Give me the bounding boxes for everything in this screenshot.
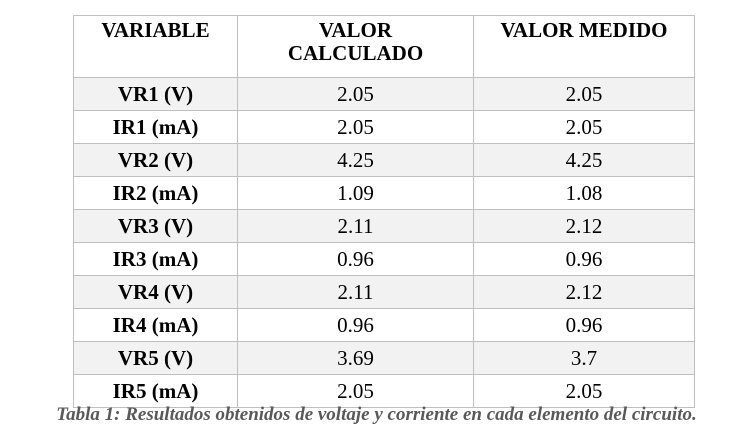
cell-measured-value: 4.25 (473, 143, 695, 177)
cell-measured-value: 1.08 (473, 176, 695, 210)
cell-calculated-value: 0.96 (237, 308, 474, 342)
cell-calculated-value: 2.05 (237, 110, 474, 144)
table-row: VR5 (V) 3.69 3.7 (73, 341, 695, 375)
cell-variable: IR4 (mA) (73, 308, 238, 342)
cell-calculated-value: 4.25 (237, 143, 474, 177)
cell-calculated-value: 2.05 (237, 77, 474, 111)
cell-calculated-value: 0.96 (237, 242, 474, 276)
cell-variable: IR5 (mA) (73, 374, 238, 408)
cell-measured-value: 2.05 (473, 110, 695, 144)
table-row: VR1 (V) 2.05 2.05 (73, 77, 695, 111)
table-row: IR2 (mA) 1.09 1.08 (73, 176, 695, 210)
cell-measured-value: 2.12 (473, 275, 695, 309)
header-calculated-value: VALOR CALCULADO (237, 15, 474, 78)
table-header-row: VARIABLE VALOR CALCULADO VALOR MEDIDO (73, 15, 695, 78)
cell-calculated-value: 2.11 (237, 275, 474, 309)
cell-measured-value: 0.96 (473, 242, 695, 276)
results-table: VARIABLE VALOR CALCULADO VALOR MEDIDO VR… (73, 15, 695, 408)
table-row: IR5 (mA) 2.05 2.05 (73, 374, 695, 408)
cell-variable: VR5 (V) (73, 341, 238, 375)
header-calculated-line1: VALOR (318, 18, 393, 42)
cell-calculated-value: 2.11 (237, 209, 474, 243)
cell-measured-value: 2.05 (473, 374, 695, 408)
table-row: IR3 (mA) 0.96 0.96 (73, 242, 695, 276)
cell-measured-value: 2.12 (473, 209, 695, 243)
header-measured-value: VALOR MEDIDO (473, 15, 695, 78)
cell-measured-value: 2.05 (473, 77, 695, 111)
cell-measured-value: 0.96 (473, 308, 695, 342)
cell-variable: VR4 (V) (73, 275, 238, 309)
cell-variable: IR1 (mA) (73, 110, 238, 144)
cell-variable: VR2 (V) (73, 143, 238, 177)
table-row: VR4 (V) 2.11 2.12 (73, 275, 695, 309)
header-variable: VARIABLE (73, 15, 238, 78)
table-caption: Tabla 1: Resultados obtenidos de voltaje… (56, 404, 697, 425)
cell-variable: VR3 (V) (73, 209, 238, 243)
table-row: IR1 (mA) 2.05 2.05 (73, 110, 695, 144)
cell-variable: IR2 (mA) (73, 176, 238, 210)
cell-calculated-value: 2.05 (237, 374, 474, 408)
table-body: VR1 (V) 2.05 2.05 IR1 (mA) 2.05 2.05 VR2 (V) 4.… (73, 77, 695, 408)
cell-variable: VR1 (V) (73, 77, 238, 111)
cell-calculated-value: 1.09 (237, 176, 474, 210)
cell-variable: IR3 (mA) (73, 242, 238, 276)
cell-calculated-value: 3.69 (237, 341, 474, 375)
cell-measured-value: 3.7 (473, 341, 695, 375)
table-row: VR2 (V) 4.25 4.25 (73, 143, 695, 177)
table-row: IR4 (mA) 0.96 0.96 (73, 308, 695, 342)
header-calculated-line2: CALCULADO (287, 41, 424, 65)
table-row: VR3 (V) 2.11 2.12 (73, 209, 695, 243)
